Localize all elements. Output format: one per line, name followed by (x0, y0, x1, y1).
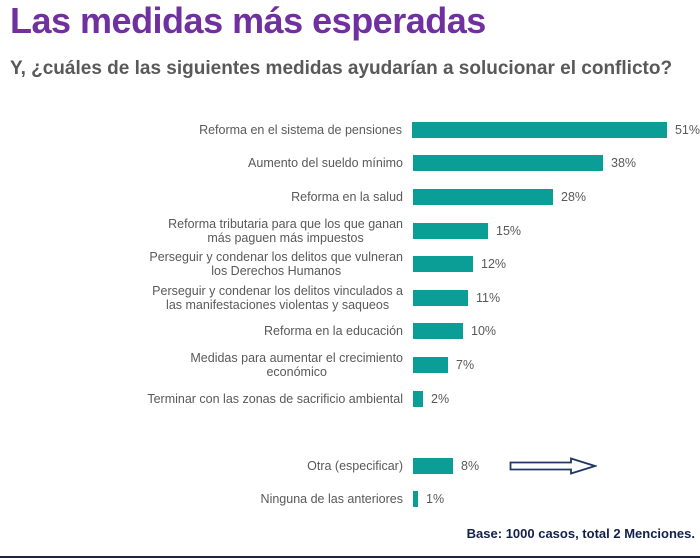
value-label: 1% (426, 492, 445, 507)
value-label: 2% (431, 391, 450, 406)
value-label: 7% (456, 357, 475, 372)
chart-row: Perseguir y condenar los delitos vincula… (0, 281, 700, 315)
bar (413, 491, 418, 508)
value-label: 11% (476, 290, 501, 305)
bottom-rule (0, 556, 700, 558)
chart-row: Ninguna de las anteriores 1% (0, 483, 700, 517)
chart-row: Otra (especificar) 8% (0, 449, 700, 483)
page-title: Las medidas más esperadas (10, 0, 486, 41)
bar (413, 457, 453, 474)
value-label: 38% (611, 156, 637, 171)
base-note: Base: 1000 casos, total 2 Menciones. (466, 526, 695, 541)
chart-row: Reforma tributaria para que los que gana… (0, 214, 700, 248)
bar (413, 323, 463, 340)
category-label: Perseguir y condenar los delitos que vul… (149, 250, 403, 279)
chart-row: Terminar con las zonas de sacrificio amb… (0, 382, 700, 416)
chart-row: Reforma en la educación 10% (0, 315, 700, 349)
next-arrow-icon (509, 457, 598, 475)
value-label: 8% (461, 458, 480, 473)
value-label: 12% (481, 257, 507, 272)
category-label: Reforma tributaria para que los que gana… (168, 216, 403, 245)
value-label: 51% (674, 122, 700, 137)
category-label: Ninguna de las anteriores (260, 492, 403, 507)
chart-row: Perseguir y condenar los delitos que vul… (0, 247, 700, 281)
category-label: Terminar con las zonas de sacrificio amb… (147, 391, 403, 406)
category-label: Medidas para aumentar el crecimiento econ… (190, 350, 403, 379)
value-label: 28% (561, 189, 587, 204)
chart-row: Aumento del sueldo mínimo 38% (0, 147, 700, 181)
bar (413, 356, 448, 373)
category-label: Otra (especificar) (307, 458, 403, 473)
category-label: Aumento del sueldo mínimo (248, 156, 403, 171)
bar (413, 155, 603, 172)
bar (413, 289, 468, 306)
chart-row: Reforma en el sistema de pensiones 51% (0, 113, 700, 147)
bar (413, 188, 553, 205)
category-label: Reforma en la educación (264, 324, 403, 339)
page-subtitle: Y, ¿cuáles de las siguientes medidas ayu… (10, 58, 673, 79)
chart-row: Reforma en la salud 28% (0, 180, 700, 214)
bar (413, 222, 488, 239)
bar (413, 256, 473, 273)
value-label: 15% (496, 223, 522, 238)
category-label: Reforma en el sistema de pensiones (199, 122, 402, 137)
value-label: 10% (471, 324, 497, 339)
bar (411, 121, 667, 138)
category-label: Perseguir y condenar los delitos vincula… (152, 283, 403, 312)
bar-chart: Reforma en el sistema de pensiones 51% A… (0, 113, 700, 516)
bar (413, 390, 423, 407)
chart-row: Medidas para aumentar el crecimiento econ… (0, 348, 700, 382)
category-label: Reforma en la salud (291, 189, 403, 204)
